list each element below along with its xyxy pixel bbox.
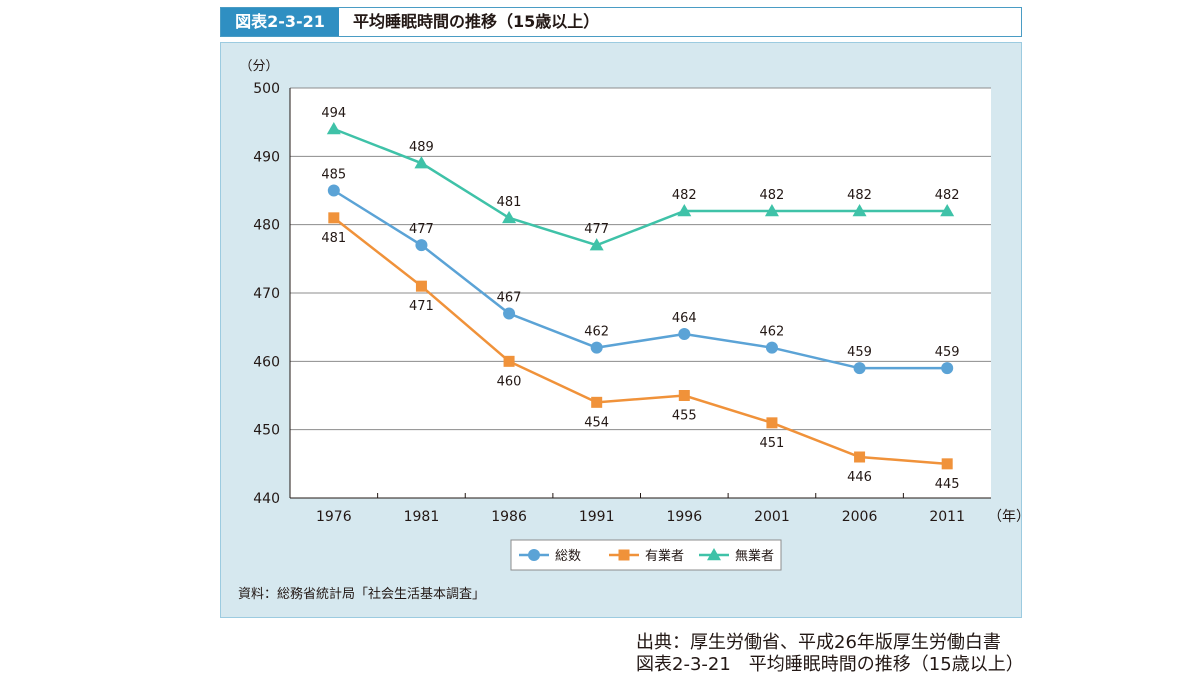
series-2-marker bbox=[766, 417, 778, 429]
series-2-marker bbox=[503, 355, 515, 367]
y-tick-label: 470 bbox=[253, 286, 280, 302]
series-3-marker bbox=[940, 204, 955, 217]
legend-marker-3 bbox=[707, 548, 721, 561]
data-label: 494 bbox=[321, 106, 346, 121]
y-tick-label: 440 bbox=[253, 491, 280, 507]
data-label: 460 bbox=[497, 374, 522, 389]
y-tick-label: 460 bbox=[253, 354, 280, 370]
y-tick-label: 490 bbox=[253, 149, 280, 165]
figure-title-bar: 図表2-3-21 平均睡眠時間の推移（15歳以上） bbox=[220, 7, 1022, 37]
data-label: 477 bbox=[409, 222, 434, 237]
data-label: 451 bbox=[760, 436, 785, 451]
legend-box bbox=[510, 539, 782, 571]
y-tick-label: 500 bbox=[253, 81, 280, 97]
data-label: 462 bbox=[584, 325, 609, 340]
data-label: 467 bbox=[497, 291, 522, 306]
legend-marker-2 bbox=[618, 549, 630, 561]
series-2-marker bbox=[941, 458, 953, 470]
data-label: 445 bbox=[935, 477, 960, 492]
series-2-marker bbox=[678, 390, 690, 401]
series-3-marker bbox=[414, 156, 429, 169]
series-line-3 bbox=[333, 127, 948, 247]
x-tick-label: 1991 bbox=[579, 509, 615, 525]
x-tick-label: 1996 bbox=[666, 509, 702, 525]
series-3-marker bbox=[852, 204, 867, 217]
series-1-marker bbox=[415, 239, 428, 252]
series-1-marker bbox=[327, 184, 340, 197]
x-axis-unit: （年） bbox=[988, 509, 1023, 525]
citation: 出典：厚生労働省、平成26年版厚生労働白書 図表2-3-21 平均睡眠時間の推移… bbox=[636, 632, 1024, 676]
data-label: 482 bbox=[672, 188, 697, 203]
data-label: 482 bbox=[760, 188, 785, 203]
series-1-marker bbox=[765, 341, 778, 354]
series-1-marker bbox=[503, 307, 516, 320]
figure-title: 平均睡眠時間の推移（15歳以上） bbox=[353, 12, 600, 31]
y-tick-label: 450 bbox=[253, 423, 280, 439]
data-label: 481 bbox=[321, 231, 346, 246]
series-2-marker bbox=[854, 451, 866, 463]
data-label: 481 bbox=[497, 195, 522, 210]
series-3-marker bbox=[502, 210, 517, 224]
data-label: 459 bbox=[847, 345, 872, 360]
y-axis-unit: （分） bbox=[239, 59, 278, 74]
series-3-marker bbox=[589, 238, 604, 251]
data-label: 471 bbox=[409, 299, 434, 314]
series-2-marker bbox=[415, 280, 427, 292]
chart-panel: 440 450 460 470 480 490 500 1976 1981 1986 1991 199… bbox=[220, 42, 1023, 618]
citation-line-2: 図表2-3-21 平均睡眠時間の推移（15歳以上） bbox=[636, 654, 1024, 675]
series-2-marker bbox=[328, 212, 340, 224]
series-line-2 bbox=[333, 216, 948, 466]
series-1-marker bbox=[941, 362, 954, 375]
x-tick-label: 1981 bbox=[404, 509, 440, 525]
data-label: 477 bbox=[584, 222, 609, 237]
series-3-marker bbox=[764, 204, 779, 217]
x-tick-label: 2006 bbox=[842, 509, 878, 525]
legend-marker-1 bbox=[528, 549, 540, 561]
figure-number-tag: 図表2-3-21 bbox=[221, 8, 339, 36]
series-3-marker bbox=[677, 204, 692, 217]
y-tick-label: 480 bbox=[253, 218, 280, 234]
series-line-1 bbox=[333, 189, 948, 370]
data-label: 482 bbox=[935, 188, 960, 203]
data-label: 464 bbox=[672, 311, 697, 326]
data-label: 489 bbox=[409, 140, 434, 155]
data-source-note: 資料：総務省統計局「社会生活基本調査」 bbox=[238, 587, 486, 602]
line-chart: 440 450 460 470 480 490 500 1976 1981 1986 1991 199… bbox=[239, 59, 1023, 571]
legend-label-2: 有業者 bbox=[645, 548, 684, 564]
data-label: 485 bbox=[321, 168, 346, 183]
data-label: 455 bbox=[672, 409, 697, 424]
data-label: 482 bbox=[847, 188, 872, 203]
series-2-marker bbox=[591, 396, 603, 408]
x-tick-label: 1976 bbox=[316, 509, 352, 525]
x-tick-label: 2001 bbox=[754, 509, 790, 525]
data-label: 446 bbox=[847, 470, 872, 485]
legend-label-1: 総数 bbox=[555, 549, 581, 564]
series-1-marker bbox=[678, 328, 691, 340]
series-1-marker bbox=[853, 362, 866, 375]
data-label: 459 bbox=[935, 345, 960, 360]
citation-line-1: 出典：厚生労働省、平成26年版厚生労働白書 bbox=[636, 632, 1001, 653]
x-tick-label: 1986 bbox=[491, 509, 527, 525]
data-label: 462 bbox=[760, 325, 785, 340]
data-label: 454 bbox=[584, 415, 609, 430]
series-1-marker bbox=[590, 341, 603, 354]
series-3-marker bbox=[326, 122, 341, 135]
x-tick-label: 2011 bbox=[929, 509, 965, 525]
legend-label-3: 無業者 bbox=[735, 548, 774, 564]
